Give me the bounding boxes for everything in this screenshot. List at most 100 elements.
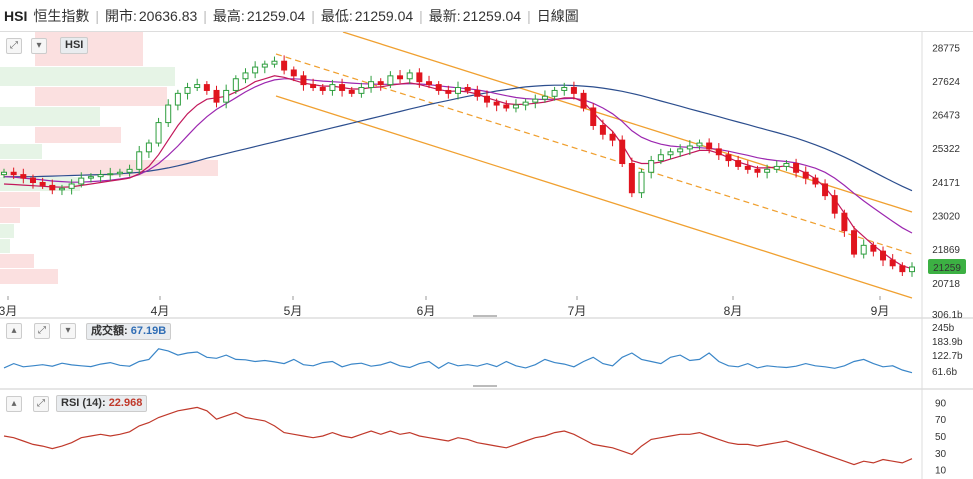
candle-body (174, 92, 181, 106)
candle-body (116, 171, 123, 175)
separator: | (311, 7, 315, 24)
candle-body (242, 72, 249, 80)
candle-body (261, 63, 268, 68)
candle-body (290, 69, 297, 77)
candle-body (706, 142, 713, 150)
expand-icon[interactable]: ⤢ (34, 323, 50, 339)
volume-profile-bar (35, 32, 143, 66)
arrow-down-icon[interactable]: ▾ (60, 323, 76, 339)
open-value: 20636.83 (138, 7, 198, 24)
candle-body (570, 87, 577, 94)
candle-body (20, 174, 27, 179)
candle-body (551, 89, 558, 97)
candle-body (474, 89, 481, 97)
candle-body (580, 92, 587, 109)
stock-chart: 28775 27624 26473 25322 24171 23020 21869 20718… (0, 32, 973, 479)
candle-body (10, 171, 17, 176)
candle-body (126, 168, 133, 173)
candle-body (339, 84, 346, 91)
x-tick-label: 9月 (871, 304, 890, 318)
volume-tick-label: 61.6b (932, 367, 957, 378)
resize-grip (473, 315, 497, 317)
candle-body (368, 81, 375, 89)
candle-body (426, 81, 433, 86)
y-tick-label: 26473 (932, 111, 960, 122)
candle-body (155, 122, 162, 144)
separator: | (203, 7, 207, 24)
arrow-up-icon[interactable]: ▴ (6, 323, 22, 339)
trend-channel-line (275, 53, 913, 255)
candle-body (657, 154, 664, 162)
candle-body (880, 250, 887, 261)
chart-header: HSI 恒生指數 | 開市: 20636.83 | 最高: 21259.04 |… (0, 0, 973, 32)
candle-body (725, 154, 732, 162)
period-label: 日線圖 (536, 7, 579, 24)
candle-body (348, 89, 355, 94)
candle-body (39, 181, 46, 186)
x-tick-label: 6月 (417, 304, 436, 318)
candle-body (590, 107, 597, 127)
candle-body (619, 139, 626, 164)
candle-body (194, 84, 201, 89)
candle-body (78, 177, 85, 185)
volume-profile-bar (0, 107, 100, 126)
candle-body (271, 60, 278, 65)
candle-body (764, 168, 771, 173)
candle-body (184, 87, 191, 94)
candle-body (802, 171, 809, 179)
candle-body (503, 104, 510, 109)
volume-profile-bar (0, 160, 218, 176)
volume-tick-label: 245b (932, 323, 955, 334)
candle-body (561, 87, 568, 91)
candle-body (58, 187, 65, 191)
candle-body (532, 98, 539, 103)
candle-body (696, 142, 703, 147)
trend-channel-line (275, 95, 913, 299)
open-label: 開市: (104, 7, 137, 24)
separator: | (419, 7, 423, 24)
candle-body (735, 160, 742, 167)
arrow-down-icon[interactable]: ▾ (31, 38, 47, 54)
candle-body (841, 212, 848, 232)
x-tick-label: 4月 (151, 304, 170, 318)
volume-profile-bar (35, 127, 121, 143)
index-name: 恒生指數 (33, 7, 90, 24)
candle-body (203, 84, 210, 91)
volume-profile-bar (35, 87, 167, 106)
candle-body (783, 163, 790, 167)
x-tick-label: 7月 (568, 304, 587, 318)
candle-body (899, 265, 906, 273)
rsi-tick-label: 10 (935, 466, 947, 477)
candle-body (464, 87, 471, 91)
y-tick-label: 21869 (932, 245, 960, 256)
rsi-label: RSI (14): (61, 397, 106, 409)
candle-body (522, 101, 529, 106)
y-tick-label: 20718 (932, 279, 960, 290)
candle-body (329, 84, 336, 91)
candle-body (822, 183, 829, 197)
last-value: 21259.04 (462, 7, 522, 24)
y-tick-label: 24171 (932, 178, 960, 189)
y-tick-label: 23020 (932, 212, 960, 223)
candle-body (831, 195, 838, 214)
candle-body (68, 183, 75, 189)
expand-icon[interactable]: ⤢ (33, 396, 49, 412)
high-value: 21259.04 (246, 7, 306, 24)
rsi-tick-label: 70 (935, 415, 947, 426)
volume-profile-bar (0, 269, 58, 284)
candle-body (300, 75, 307, 86)
candle-body (232, 78, 239, 91)
expand-icon[interactable]: ⤢ (6, 38, 22, 54)
symbol: HSI (4, 7, 28, 24)
candle-body (281, 60, 288, 71)
last-label: 最新: (428, 7, 461, 24)
candle-body (97, 174, 104, 178)
separator: | (95, 7, 99, 24)
candle-body (686, 145, 693, 150)
candle-body (870, 244, 877, 252)
candle-body (793, 163, 800, 173)
x-tick-label: 8月 (724, 304, 743, 318)
separator: | (527, 7, 531, 24)
candle-body (416, 72, 423, 83)
arrow-up-icon[interactable]: ▴ (6, 396, 22, 412)
